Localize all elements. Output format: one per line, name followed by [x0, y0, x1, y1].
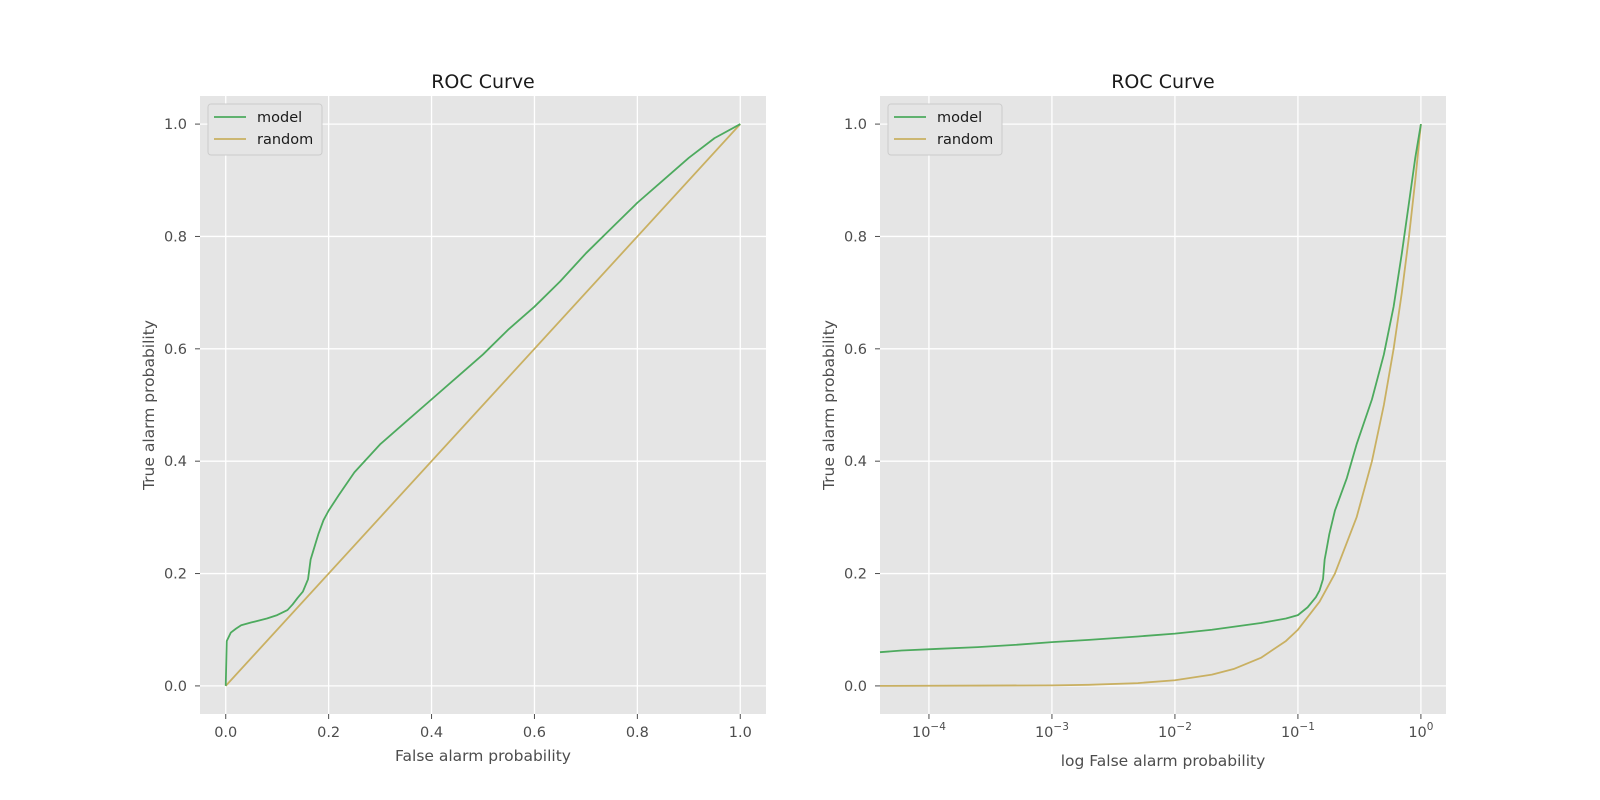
legend-label-random: random — [257, 132, 313, 148]
series-layer — [224, 123, 741, 687]
axis-ticks: 10−4 10−3 10−2 10−1 100 0.0 0.2 0.4 0.6 0.8 1.0 — [844, 117, 1434, 741]
chart-title: ROC Curve — [431, 71, 535, 93]
x-axis-label: False alarm probability — [395, 747, 571, 765]
series-line-model — [224, 123, 741, 686]
y-tick-label: 0.4 — [844, 454, 867, 470]
x-tick-label: 10−3 — [1035, 721, 1069, 741]
y-tick-label: 0.2 — [164, 567, 187, 583]
series-line-model — [879, 123, 1422, 654]
roc-log-panel: 10−4 10−3 10−2 10−1 100 0.0 0.2 0.4 0.6 0.8 1.0 RO… — [820, 71, 1446, 770]
y-tick-label: 0.6 — [844, 342, 867, 358]
x-tick-label: 1.0 — [729, 725, 752, 741]
roc-linear-panel: 0.0 0.2 0.4 0.6 0.8 1.0 0.0 0.2 0.4 0.6 0.8 1.0 ROC… — [140, 71, 766, 765]
y-tick-label: 0.8 — [844, 229, 867, 245]
x-tick-label: 0.8 — [626, 725, 649, 741]
y-tick-label: 0.4 — [164, 454, 187, 470]
legend: model random — [887, 103, 1003, 156]
grid — [200, 96, 766, 714]
y-tick-label: 0.8 — [164, 229, 187, 245]
x-axis-label: log False alarm probability — [1061, 752, 1266, 770]
y-axis-label: True alarm probability — [820, 320, 838, 491]
y-tick-label: 0.2 — [844, 567, 867, 583]
x-tick-label: 0.6 — [523, 725, 546, 741]
x-tick-label: 0.2 — [317, 725, 340, 741]
x-tick-label: 100 — [1408, 721, 1433, 741]
legend: model random — [207, 103, 323, 156]
x-tick-label: 10−4 — [912, 721, 946, 741]
axis-ticks: 0.0 0.2 0.4 0.6 0.8 1.0 0.0 0.2 0.4 0.6 0.8 1.0 — [164, 117, 752, 741]
y-tick-label: 1.0 — [844, 117, 867, 133]
x-tick-label: 0.0 — [214, 725, 237, 741]
series-layer — [879, 123, 1422, 687]
legend-label-random: random — [937, 132, 993, 148]
x-tick-label: 10−1 — [1281, 721, 1315, 741]
y-axis-label: True alarm probability — [140, 320, 158, 491]
x-tick-label: 0.4 — [420, 725, 443, 741]
legend-label-model: model — [937, 110, 982, 126]
series-line-random — [225, 123, 741, 687]
plot-area — [880, 96, 1446, 714]
y-tick-label: 0.0 — [844, 679, 867, 695]
y-tick-label: 0.6 — [164, 342, 187, 358]
series-line-random — [879, 124, 1422, 687]
y-tick-label: 0.0 — [164, 679, 187, 695]
legend-label-model: model — [257, 110, 302, 126]
x-tick-label: 10−2 — [1158, 721, 1192, 741]
y-tick-label: 1.0 — [164, 117, 187, 133]
chart-title: ROC Curve — [1111, 71, 1215, 93]
